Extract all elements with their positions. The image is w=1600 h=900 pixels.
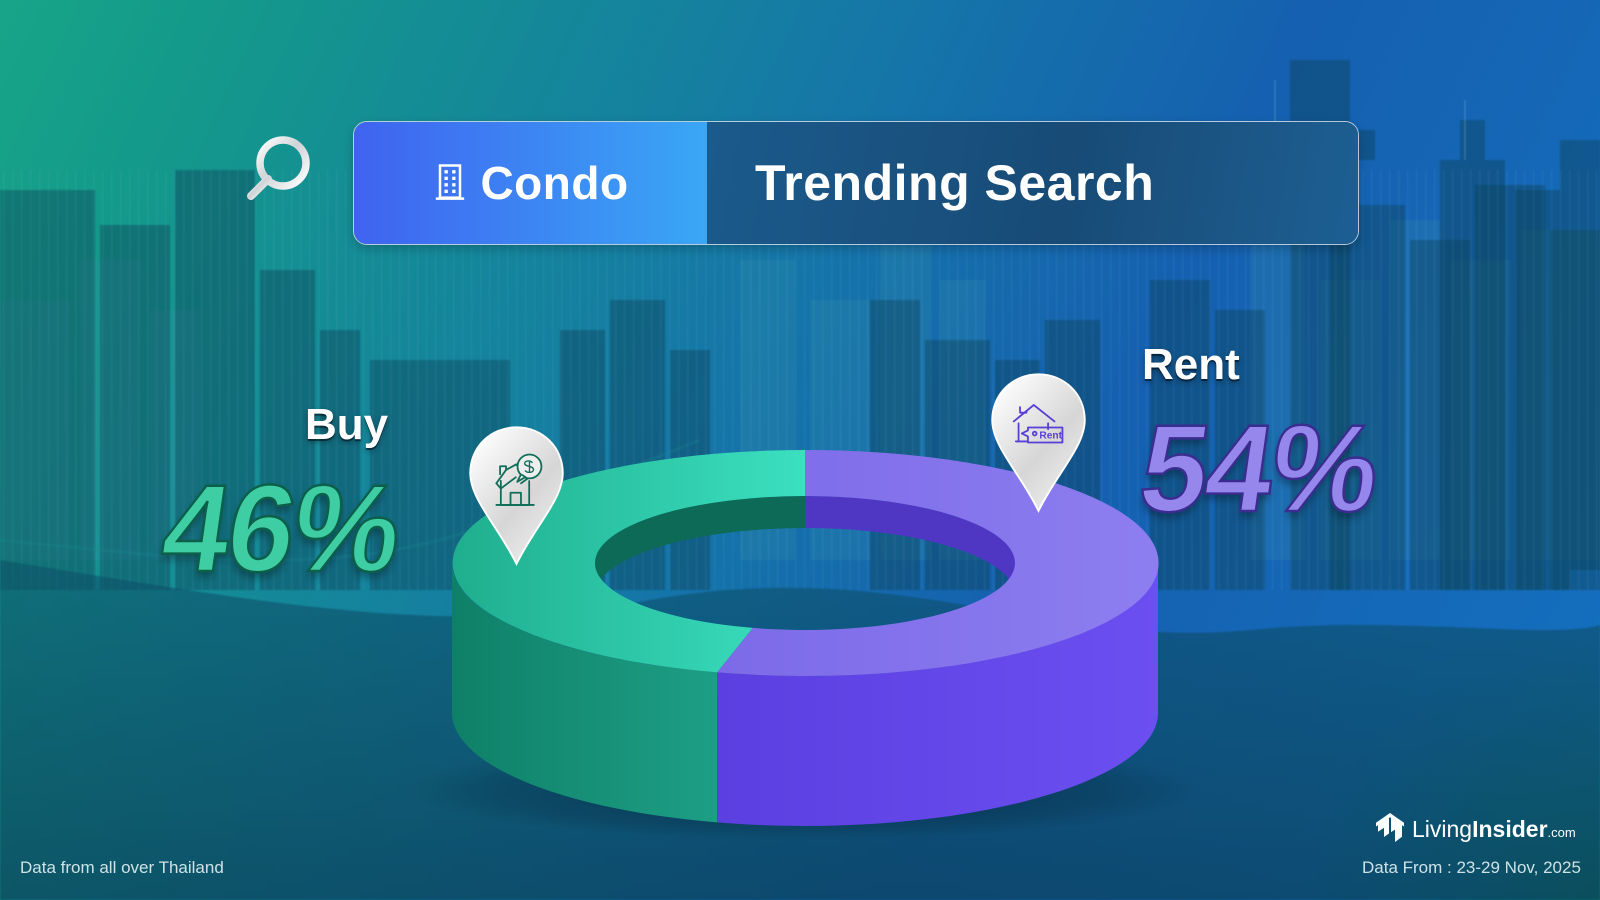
svg-text:Rent: Rent bbox=[1039, 430, 1062, 441]
svg-text:LivingInsider.com: LivingInsider.com bbox=[1412, 816, 1576, 842]
